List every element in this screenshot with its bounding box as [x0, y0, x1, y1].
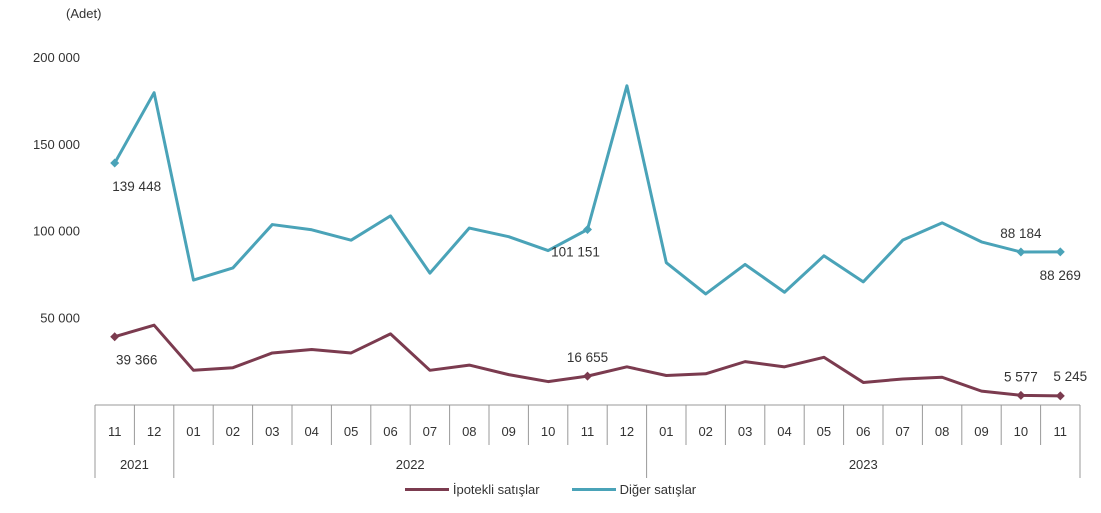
x-tick-label: 06	[856, 424, 870, 439]
data-point-marker	[110, 332, 120, 342]
x-tick-label: 05	[344, 424, 358, 439]
data-label: 5 245	[1053, 369, 1087, 384]
x-tick-label: 10	[1014, 424, 1028, 439]
y-tick-label: 200 000	[33, 50, 80, 65]
data-label: 88 269	[1040, 268, 1081, 283]
data-label: 101 151	[551, 245, 600, 260]
x-axis: 11 12 01 02 03 04 05 06 07 08 09 10 11 12 01 02 03 04 05 06…	[94, 404, 1081, 478]
y-tick-label: 50 000	[40, 310, 80, 325]
x-tick-label: 08	[462, 424, 476, 439]
x-tick-label: 07	[895, 424, 909, 439]
x-tick-label: 09	[501, 424, 515, 439]
data-label: 16 655	[567, 350, 608, 365]
series-layer	[110, 84, 1065, 401]
data-label: 5 577	[1004, 369, 1038, 384]
legend-item-ipotekli: İpotekli satışlar	[404, 482, 540, 497]
series-line-0	[113, 84, 1061, 296]
x-tick-label: 05	[817, 424, 831, 439]
year-label: 2023	[849, 457, 878, 472]
data-point-marker	[583, 225, 592, 235]
legend: İpotekli satışlar Diğer satışlar	[0, 482, 1101, 497]
x-tick-label: 02	[698, 424, 712, 439]
legend-swatch-ipotekli	[404, 488, 449, 491]
x-tick-label: 10	[541, 424, 555, 439]
data-label: 139 448	[112, 179, 161, 194]
x-tick-label: 09	[974, 424, 988, 439]
data-labels: 139 448 101 151 88 184 88 269 39 366 16 655 5 …	[112, 179, 1087, 384]
data-point-marker	[1016, 247, 1026, 257]
x-tick-label: 03	[738, 424, 752, 439]
x-tick-label: 11	[108, 424, 122, 439]
data-point-marker	[1055, 247, 1065, 257]
x-tick-label: 04	[777, 424, 791, 439]
x-tick-label: 11	[581, 424, 595, 439]
data-point-marker	[583, 371, 592, 381]
x-tick-label: 11	[1054, 424, 1068, 439]
year-label: 2021	[120, 457, 149, 472]
data-point-marker	[110, 158, 120, 168]
x-tick-label: 07	[423, 424, 437, 439]
legend-label-diger: Diğer satışlar	[619, 482, 697, 497]
y-tick-label: 150 000	[33, 137, 80, 152]
x-tick-label: 01	[186, 424, 200, 439]
legend-swatch-diger	[571, 488, 616, 491]
y-tick-label: 100 000	[33, 224, 80, 239]
data-label: 88 184	[1000, 226, 1042, 241]
x-tick-label: 12	[147, 424, 161, 439]
x-tick-label: 01	[659, 424, 673, 439]
legend-item-diger: Diğer satışlar	[571, 482, 697, 497]
unit-label: (Adet)	[66, 6, 101, 21]
data-point-marker	[1016, 390, 1026, 400]
x-tick-label: 06	[383, 424, 397, 439]
data-point-marker	[1055, 391, 1065, 401]
x-tick-label: 03	[265, 424, 279, 439]
data-label: 39 366	[116, 353, 157, 368]
x-tick-label: 04	[304, 424, 318, 439]
x-tick-label: 12	[620, 424, 634, 439]
x-tick-label: 08	[935, 424, 949, 439]
y-axis: 50 000 100 000 150 000 200 000	[33, 50, 80, 325]
x-tick-label: 02	[226, 424, 240, 439]
year-label: 2022	[396, 457, 425, 472]
legend-label-ipotekli: İpotekli satışlar	[452, 482, 540, 497]
